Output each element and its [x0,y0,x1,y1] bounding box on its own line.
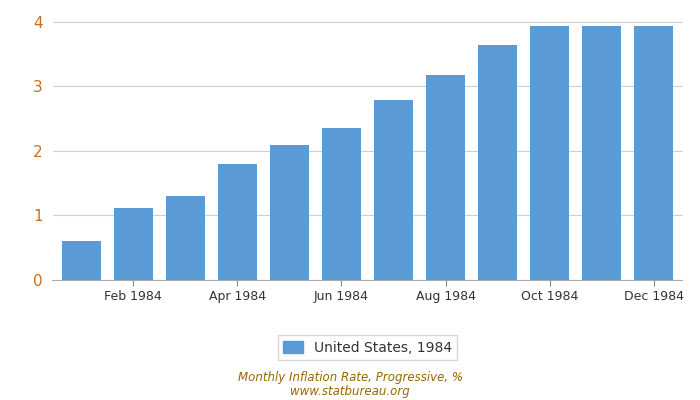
Bar [113,208,153,280]
Bar [530,26,569,280]
Bar [634,26,673,280]
Bar [582,26,622,280]
Bar [62,241,101,280]
Text: www.statbureau.org: www.statbureau.org [290,385,410,398]
Bar [166,196,205,280]
Bar [322,128,361,280]
Bar [478,45,517,280]
Bar [426,75,465,280]
Bar [374,100,413,280]
Bar [270,145,309,280]
Text: Monthly Inflation Rate, Progressive, %: Monthly Inflation Rate, Progressive, % [237,372,463,384]
Bar [218,164,257,280]
Legend: United States, 1984: United States, 1984 [278,335,457,360]
